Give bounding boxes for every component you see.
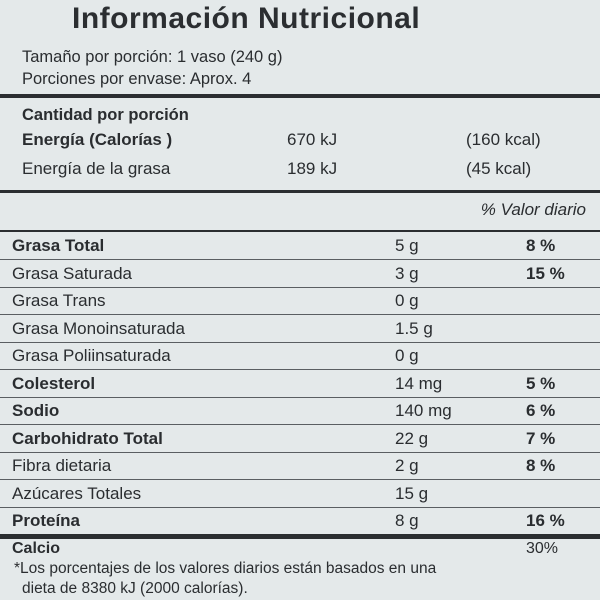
label-title: Información Nutricional xyxy=(72,2,421,35)
row-divider xyxy=(0,479,600,480)
table-row: Grasa Saturada 3 g 15 % xyxy=(0,260,600,288)
calcium-name: Calcio xyxy=(12,540,61,557)
row-divider xyxy=(0,341,600,343)
row-divider xyxy=(0,424,600,425)
nutrient-name: Azúcares Totales xyxy=(12,483,142,503)
nutrient-amount: 22 g xyxy=(395,428,429,448)
nutrient-amount: 2 g xyxy=(395,456,419,475)
row-divider xyxy=(0,369,600,370)
nutrient-daily-value: 16 % xyxy=(526,511,565,530)
table-row: Sodio 140 mg 6 % xyxy=(0,397,600,425)
divider-bottom xyxy=(0,534,600,539)
table-row: Fibra dietaria 2 g 8 % xyxy=(0,452,600,480)
nutrient-amount: 3 g xyxy=(395,263,419,283)
table-row: Colesterol 14 mg 5 % xyxy=(0,370,600,398)
daily-value-header: % Valor diario xyxy=(480,200,586,219)
nutrient-name: Sodio xyxy=(12,401,60,420)
nutrient-daily-value: 15 % xyxy=(526,263,565,283)
nutrient-name: Carbohidrato Total xyxy=(12,428,163,448)
row-divider xyxy=(0,259,600,260)
fat-energy-kj: 189 kJ xyxy=(287,159,338,178)
row-divider xyxy=(0,286,600,288)
nutrient-amount: 15 g xyxy=(395,483,429,503)
table-row: Carbohidrato Total 22 g 7 % xyxy=(0,425,600,453)
servings-per-container: Porciones por envase: Aprox. 4 xyxy=(22,70,252,88)
nutrient-amount: 14 mg xyxy=(395,373,443,393)
table-row: Grasa Trans 0 g xyxy=(0,287,600,315)
nutrient-name: Grasa Total xyxy=(12,236,105,255)
nutrient-name: Grasa Poliinsaturada xyxy=(12,346,171,365)
footnote-line-2: dieta de 8380 kJ (2000 calorías). xyxy=(22,580,248,597)
nutrient-daily-value: 7 % xyxy=(526,428,556,448)
fat-energy-kcal: (45 kcal) xyxy=(466,159,532,178)
nutrient-daily-value: 6 % xyxy=(526,401,556,420)
table-row: Azúcares Totales 15 g xyxy=(0,480,600,508)
row-divider xyxy=(0,396,600,398)
table-row: Proteína 8 g 16 % xyxy=(0,507,600,535)
energy-kj: 670 kJ xyxy=(287,130,338,149)
nutrient-daily-value: 5 % xyxy=(526,373,556,393)
nutrient-amount: 1.5 g xyxy=(395,318,433,338)
nutrient-name: Proteína xyxy=(12,511,81,530)
divider-medium xyxy=(0,190,600,193)
row-divider xyxy=(0,506,600,508)
footnote-line-1: *Los porcentajes de los valores diarios … xyxy=(14,560,437,577)
nutrient-name: Colesterol xyxy=(12,373,96,393)
row-divider xyxy=(0,451,600,453)
table-row: Grasa Poliinsaturada 0 g xyxy=(0,342,600,370)
nutrient-amount: 0 g xyxy=(395,291,419,310)
nutrient-daily-value: 8 % xyxy=(526,456,556,475)
nutrient-amount: 8 g xyxy=(395,511,419,530)
nutrient-name: Grasa Saturada xyxy=(12,263,133,283)
nutrient-daily-value: 8 % xyxy=(526,236,556,255)
divider-thick xyxy=(0,94,600,98)
nutrient-name: Grasa Monoinsaturada xyxy=(12,318,185,338)
nutrient-amount: 140 mg xyxy=(395,401,452,420)
nutrient-name: Fibra dietaria xyxy=(12,456,112,475)
serving-size: Tamaño por porción: 1 vaso (240 g) xyxy=(22,48,283,66)
divider-thin xyxy=(0,230,600,232)
energy-label: Energía (Calorías ) xyxy=(22,130,173,149)
calcium-dv: 30% xyxy=(526,540,559,557)
table-row: Grasa Total 5 g 8 % xyxy=(0,232,600,260)
energy-kcal: (160 kcal) xyxy=(466,130,541,149)
fat-energy-label: Energía de la grasa xyxy=(22,159,171,178)
nutrient-amount: 0 g xyxy=(395,346,419,365)
nutrient-amount: 5 g xyxy=(395,236,419,255)
amount-per-serving: Cantidad por porción xyxy=(22,106,189,124)
row-divider xyxy=(0,314,600,315)
table-row: Grasa Monoinsaturada 1.5 g xyxy=(0,315,600,343)
nutrient-name: Grasa Trans xyxy=(12,291,106,310)
